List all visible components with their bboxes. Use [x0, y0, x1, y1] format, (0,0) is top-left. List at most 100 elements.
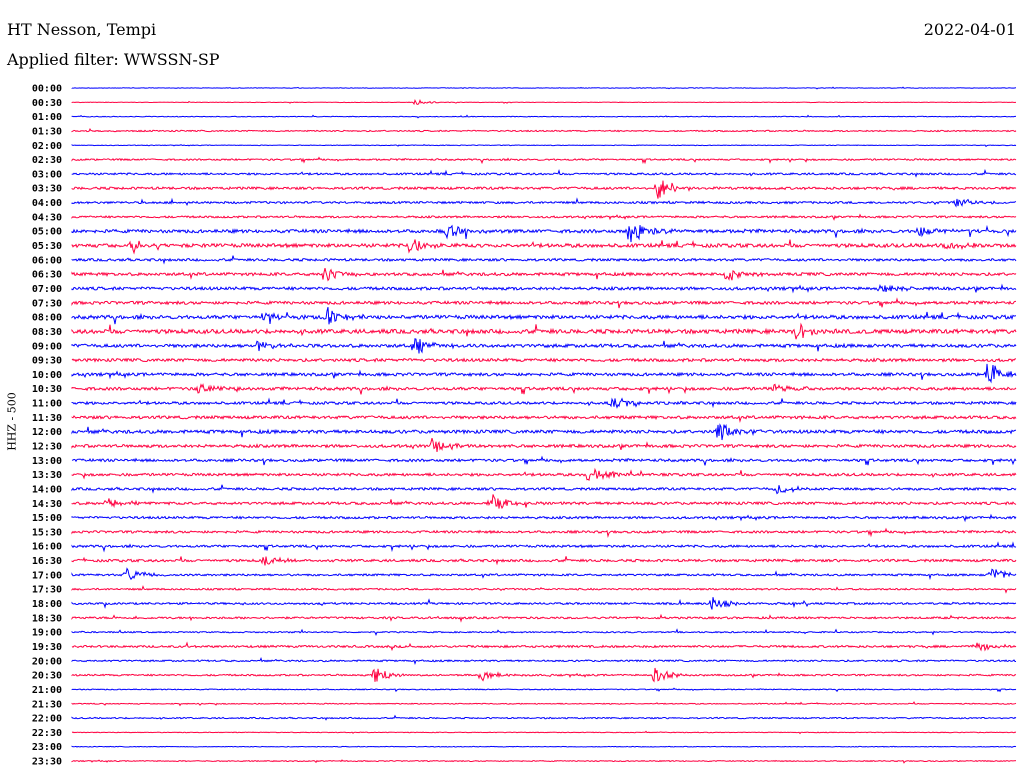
time-label: 12:30 — [32, 442, 62, 453]
trace-0530 — [71, 239, 1017, 255]
trace-1130 — [71, 414, 1017, 424]
trace-1200 — [71, 423, 1016, 441]
time-label: 00:30 — [32, 98, 62, 109]
time-label: 13:00 — [32, 456, 62, 467]
time-label: 21:00 — [32, 685, 62, 696]
trace-0730 — [71, 297, 1016, 309]
time-label: 08:00 — [32, 313, 62, 324]
time-label: 01:30 — [32, 126, 62, 137]
trace-0330 — [71, 180, 1017, 199]
trace-0230 — [71, 156, 1017, 165]
time-label: 10:00 — [32, 370, 62, 381]
trace-0200 — [71, 143, 1017, 148]
time-label: 15:30 — [32, 527, 62, 538]
filter-label: Applied filter: WWSSN-SP — [7, 50, 220, 69]
time-label: 03:30 — [32, 184, 62, 195]
trace-1330 — [71, 467, 1017, 482]
trace-1300 — [71, 455, 1017, 466]
time-label: 18:00 — [32, 599, 62, 610]
time-label: 02:00 — [32, 141, 62, 152]
time-label: 14:30 — [32, 499, 62, 510]
time-label: 08:30 — [32, 327, 62, 338]
trace-1530 — [71, 527, 1017, 538]
trace-1230 — [71, 437, 1017, 452]
time-label: 12:00 — [32, 427, 62, 438]
trace-1630 — [71, 556, 1017, 566]
trace-1700 — [71, 567, 1017, 581]
trace-0600 — [71, 255, 1017, 265]
time-label: 11:30 — [32, 413, 62, 424]
time-label: 22:00 — [32, 714, 62, 725]
time-label: 13:30 — [32, 470, 62, 481]
time-label: 18:30 — [32, 613, 62, 624]
trace-1400 — [71, 484, 1017, 495]
time-label: 14:00 — [32, 484, 62, 495]
trace-1830 — [71, 613, 1017, 623]
trace-1000 — [71, 363, 1017, 384]
trace-1900 — [71, 628, 1017, 636]
time-label: 00:00 — [32, 84, 62, 95]
time-label: 09:30 — [32, 356, 62, 367]
time-label: 15:00 — [32, 513, 62, 524]
trace-0500 — [71, 224, 1017, 243]
trace-0100 — [71, 114, 1016, 119]
time-label: 05:30 — [32, 241, 62, 252]
trace-0130 — [71, 127, 1017, 133]
trace-0000 — [71, 86, 1017, 90]
time-label: 17:30 — [32, 585, 62, 596]
date-label: 2022-04-01 — [923, 20, 1016, 39]
time-label: 02:30 — [32, 155, 62, 166]
trace-1430 — [71, 494, 1017, 510]
trace-0400 — [71, 197, 1017, 208]
time-label: 03:00 — [32, 169, 62, 180]
trace-0800 — [71, 306, 1017, 325]
time-label: 23:30 — [32, 757, 62, 768]
trace-1930 — [71, 641, 1017, 652]
trace-1800 — [71, 597, 1017, 610]
time-label: 22:30 — [32, 728, 62, 739]
time-label: 19:00 — [32, 628, 62, 639]
trace-2300 — [71, 745, 1017, 748]
time-label: 16:30 — [32, 556, 62, 567]
trace-0830 — [71, 322, 1017, 340]
trace-0430 — [71, 213, 1017, 221]
station-title: HT Nesson, Tempi — [7, 20, 157, 39]
time-label: 11:00 — [32, 399, 62, 410]
time-label: 04:30 — [32, 212, 62, 223]
trace-0700 — [71, 283, 1017, 294]
time-label: 21:30 — [32, 699, 62, 710]
time-label: 16:00 — [32, 542, 62, 553]
time-label: 01:00 — [32, 112, 62, 123]
trace-1030 — [71, 383, 1017, 395]
trace-2200 — [71, 714, 1017, 721]
time-label: 07:00 — [32, 284, 62, 295]
time-label: 06:30 — [32, 270, 62, 281]
trace-1730 — [71, 585, 1017, 594]
trace-1500 — [71, 513, 1017, 523]
time-label: 05:00 — [32, 227, 62, 238]
trace-0030 — [71, 99, 1016, 106]
trace-0900 — [71, 338, 1017, 354]
time-label: 06:00 — [32, 255, 62, 266]
trace-2000 — [71, 657, 1016, 666]
time-label: 09:00 — [32, 341, 62, 352]
time-label: 20:30 — [32, 671, 62, 682]
time-label: 10:30 — [32, 384, 62, 395]
time-label: 04:00 — [32, 198, 62, 209]
trace-2030 — [71, 667, 1017, 683]
trace-2230 — [71, 730, 1017, 735]
time-label: 07:30 — [32, 298, 62, 309]
time-label: 20:00 — [32, 656, 62, 667]
trace-0930 — [71, 357, 1016, 363]
trace-2330 — [71, 759, 1017, 764]
trace-1600 — [71, 541, 1017, 553]
trace-1100 — [71, 397, 1017, 409]
time-label: 17:00 — [32, 570, 62, 581]
time-label: 23:00 — [32, 742, 62, 753]
trace-0630 — [71, 267, 1017, 282]
time-label: 19:30 — [32, 642, 62, 653]
trace-2130 — [71, 701, 1017, 707]
trace-2100 — [71, 687, 1017, 693]
trace-0300 — [71, 168, 1017, 178]
